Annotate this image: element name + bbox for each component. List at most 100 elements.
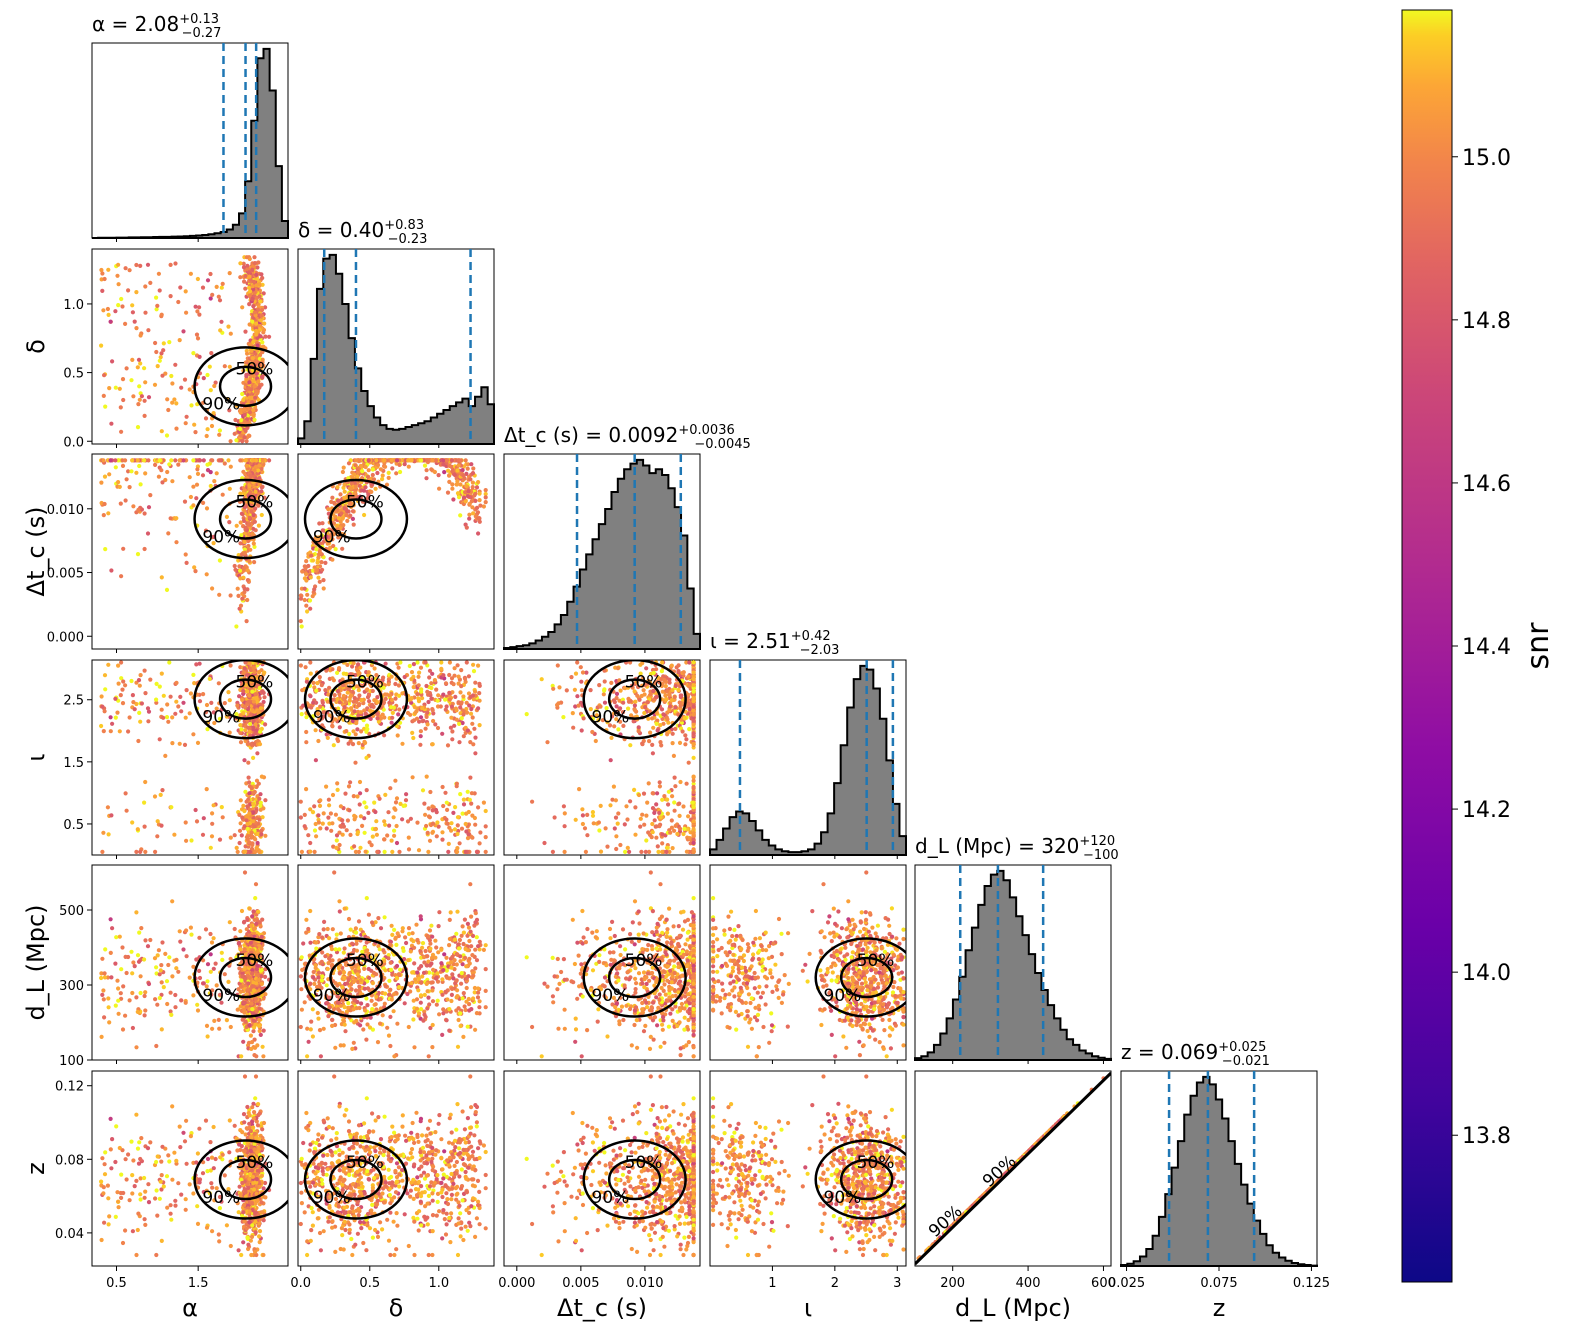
scatter-point bbox=[341, 523, 346, 528]
scatter-point bbox=[648, 730, 653, 735]
scatter-point bbox=[370, 472, 375, 478]
scatter-point bbox=[364, 755, 369, 761]
scatter-point bbox=[302, 812, 307, 818]
scatter-point bbox=[113, 715, 118, 720]
scatter-point bbox=[187, 711, 192, 716]
scatter-point bbox=[678, 703, 683, 709]
scatter-point bbox=[378, 716, 383, 721]
scatter-point bbox=[424, 683, 429, 689]
scatter-point bbox=[459, 458, 464, 463]
scatter-point bbox=[256, 831, 261, 837]
scatter-point bbox=[256, 468, 261, 473]
scatter-point bbox=[355, 830, 361, 835]
scatter-point bbox=[312, 828, 318, 833]
scatter-point bbox=[468, 477, 473, 482]
scatter-point bbox=[137, 710, 142, 716]
scatter-point bbox=[298, 619, 303, 624]
scatter-point bbox=[146, 719, 151, 724]
scatter-point bbox=[345, 662, 350, 668]
scatter-point bbox=[402, 674, 407, 680]
scatter-point bbox=[386, 470, 391, 475]
scatter-point bbox=[241, 575, 246, 580]
scatter-point bbox=[657, 784, 663, 789]
scatter-point bbox=[102, 501, 107, 507]
scatter-point bbox=[465, 494, 470, 499]
scatter-point bbox=[249, 786, 254, 791]
scatter-point bbox=[101, 513, 106, 518]
scatter-point bbox=[573, 817, 578, 822]
scatter-point bbox=[335, 781, 340, 786]
scatter-point bbox=[324, 528, 329, 533]
scatter-point bbox=[397, 849, 402, 855]
scatter-panel-alpha-delta: 90%50% bbox=[91, 248, 289, 445]
scatter-point bbox=[106, 832, 111, 837]
scatter-point bbox=[117, 484, 122, 489]
scatter-point bbox=[356, 662, 361, 667]
scatter-point bbox=[159, 575, 164, 580]
scatter-point bbox=[424, 714, 429, 720]
scatter-point bbox=[424, 468, 429, 473]
scatter-point bbox=[449, 715, 454, 720]
scatter-point bbox=[354, 667, 360, 672]
scatter-point bbox=[404, 792, 409, 797]
scatter-point bbox=[303, 665, 308, 670]
scatter-point bbox=[253, 489, 258, 494]
title-sup: +0.025 bbox=[1218, 1040, 1266, 1055]
scatter-point bbox=[325, 541, 330, 546]
scatter-point bbox=[414, 709, 419, 714]
scatter-point bbox=[468, 711, 474, 716]
scatter-point bbox=[310, 558, 316, 563]
scatter-point bbox=[257, 849, 262, 855]
scatter-point bbox=[313, 821, 318, 827]
scatter-point bbox=[208, 388, 213, 393]
scatter-point bbox=[407, 663, 412, 669]
scatter-point bbox=[100, 704, 105, 709]
scatter-point bbox=[478, 503, 483, 508]
scatter-point bbox=[373, 809, 378, 815]
scatter-point bbox=[669, 818, 674, 823]
scatter-point bbox=[326, 815, 331, 820]
scatter-point bbox=[346, 709, 351, 714]
scatter-point bbox=[338, 804, 343, 809]
scatter-point bbox=[471, 466, 476, 471]
scatter-point bbox=[469, 706, 474, 712]
scatter-point bbox=[183, 289, 188, 294]
scatter-point bbox=[120, 377, 126, 382]
scatter-point bbox=[217, 558, 222, 563]
scatter-point bbox=[250, 356, 255, 361]
scatter-point bbox=[145, 531, 151, 536]
scatter-point bbox=[362, 816, 367, 821]
scatter-point bbox=[357, 802, 362, 807]
scatter-point bbox=[656, 849, 661, 855]
scatter-point bbox=[250, 400, 255, 405]
scatter-point bbox=[350, 516, 355, 522]
scatter-point bbox=[464, 525, 469, 530]
scatter-point bbox=[427, 838, 433, 843]
contour-label-90: 90% bbox=[313, 708, 351, 728]
scatter-point bbox=[143, 310, 148, 315]
scatter-point bbox=[465, 789, 470, 794]
scatter-point bbox=[241, 265, 247, 270]
scatter-point bbox=[677, 801, 682, 806]
scatter-point bbox=[366, 670, 371, 675]
scatter-point bbox=[124, 808, 129, 813]
scatter-point bbox=[308, 660, 313, 665]
hist-panel-delta: δ = 0.40+0.83 −0.23 bbox=[297, 218, 495, 445]
scatter-point bbox=[201, 816, 206, 821]
scatter-point bbox=[441, 673, 446, 678]
scatter-point bbox=[378, 467, 383, 472]
scatter-point bbox=[308, 694, 313, 699]
scatter-point bbox=[466, 674, 471, 679]
scatter-point bbox=[330, 792, 336, 798]
scatter-point bbox=[209, 351, 214, 356]
scatter-point bbox=[107, 386, 112, 391]
scatter-point bbox=[686, 760, 691, 765]
scatter-point bbox=[142, 546, 147, 552]
scatter-point bbox=[323, 560, 328, 566]
scatter-point bbox=[357, 702, 362, 707]
scatter-point bbox=[106, 511, 111, 516]
scatter-point bbox=[130, 820, 135, 825]
scatter-point bbox=[425, 710, 430, 715]
scatter-point bbox=[646, 781, 651, 786]
scatter-point bbox=[387, 823, 392, 828]
